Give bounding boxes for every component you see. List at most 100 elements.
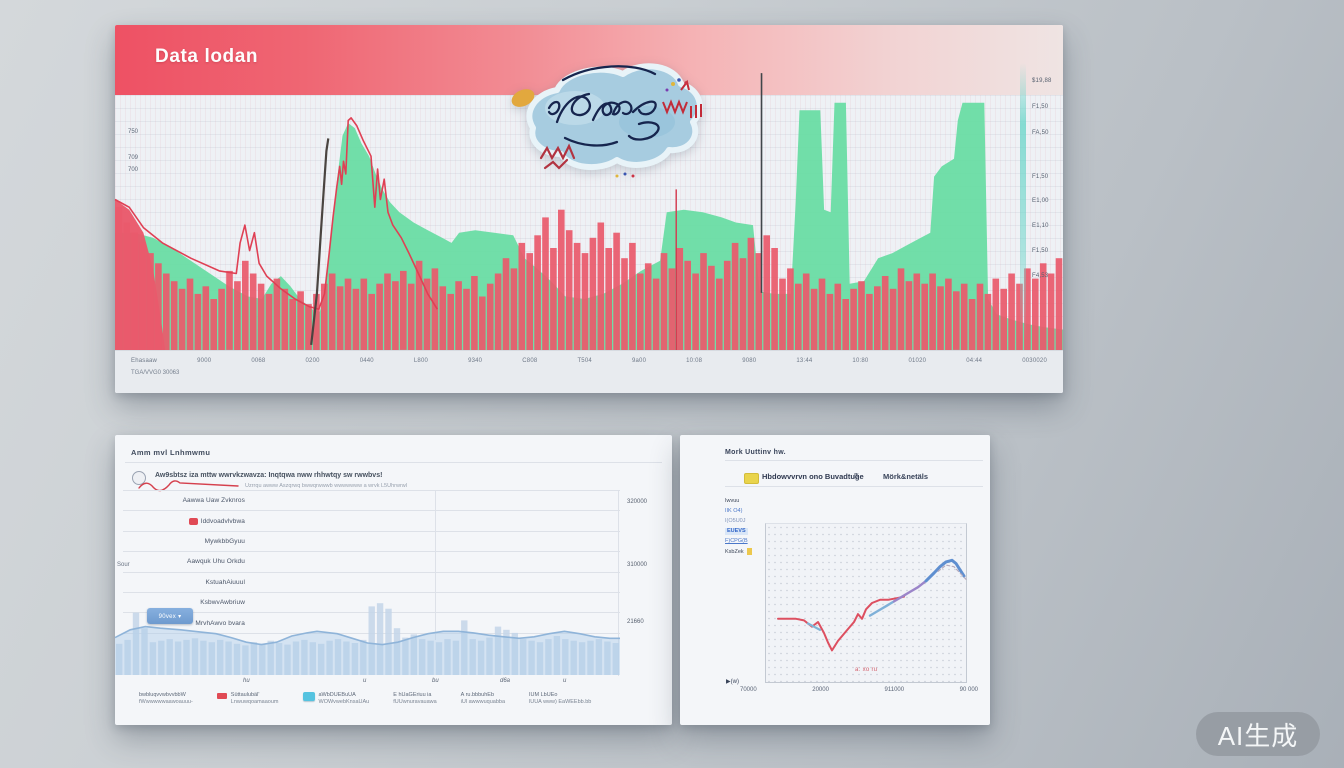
- series-label[interactable]: EUEVS: [725, 528, 748, 535]
- x-tick-label: 90 000: [959, 687, 978, 693]
- series-label-list: Iwvuu IIK O4) I(O5U0J EUEVS F)CPG(B KsbZ…: [725, 498, 770, 556]
- divider: [725, 486, 983, 487]
- trend-panel: Mork Uuttinv hw. Hbdowvvrvn ono Buvadtuğ…: [680, 435, 990, 725]
- legend-label-line2: Lnwuwqoamaaoum: [230, 699, 279, 706]
- ai-watermark-badge: AI生成: [1196, 712, 1320, 756]
- table-row[interactable]: Aawquk Uhu Orkdu: [123, 552, 620, 573]
- toolbar-right-link[interactable]: Mörk&netäls: [883, 472, 929, 481]
- main-chart-y-axis-left: 750 709 700: [128, 95, 158, 350]
- row-label: Aawwa Uaw Zvknros: [182, 497, 245, 505]
- tick-mark: u: [563, 678, 567, 684]
- notice-text: Aw9sbtsz iza mttw wwrvkzwavza: Inqtqwa n…: [155, 472, 383, 479]
- trend-chart-svg: [777, 558, 967, 652]
- legend-label-line2: fWwwwwwaawoauuu-: [139, 699, 193, 706]
- row-label: MywkbbGyuu: [204, 537, 245, 545]
- x-tick-label: 10:08: [686, 358, 703, 364]
- table-column-divider: [435, 490, 436, 640]
- table-row[interactable]: Aawwa Uaw Zvknros: [123, 491, 620, 512]
- divider: [125, 462, 662, 463]
- red-scribble-below: [539, 143, 576, 170]
- legend-label-line2: lUUA www) EaWEEbb.bb: [529, 699, 592, 706]
- x-axis-sub-label: TGA/VVG0 30063: [131, 370, 180, 376]
- axis-note: ▶(w): [726, 679, 739, 685]
- legend-label-line2: fUUwnuravauawa: [393, 699, 437, 706]
- x-tick-label: T504: [577, 358, 592, 364]
- x-tick-label: Ehasaaw: [131, 358, 158, 364]
- main-dashboard-panel: Data lodan 750 709 700 $19,88 F1,50 FA,50 F1,…: [114, 25, 1063, 393]
- legend-item[interactable]: IUM LbUEo lUUA www) EaWEEbb.bb: [529, 691, 591, 707]
- y-tick-label: F1,50: [1032, 104, 1049, 110]
- blob-patch-light: [545, 91, 605, 125]
- toolbar-count: 5: [854, 473, 858, 480]
- table-row[interactable]: Iddvoadvlvbwa: [123, 511, 620, 532]
- legend-item[interactable]: bwbluqvvwbvvbbW fWwwwwwaawoauuu-: [139, 691, 193, 707]
- main-chart-area: 750 709 700 $19,88 F1,50 FA,50 F1,50 E1,00 E1,1…: [114, 63, 1063, 351]
- row-label: Iddvoadvlvbwa: [200, 517, 245, 525]
- x-tick-label: 70000: [740, 687, 757, 693]
- panel-title: Mork Uuttinv hw.: [725, 449, 786, 456]
- x-tick-label: 0200: [305, 358, 320, 364]
- y-tick-label: $19,88: [1032, 78, 1052, 84]
- x-tick-label: C808: [522, 358, 538, 364]
- y-tick-label: 21660: [627, 619, 644, 625]
- chart-scroll-indicator[interactable]: [1020, 63, 1026, 341]
- yellow-blob: [511, 89, 535, 107]
- legend-label-line1: IUM LbUEo: [529, 692, 558, 698]
- series-label[interactable]: IIK O4): [725, 508, 743, 515]
- legend-label-line1: bwbluqvvwbvvbbW: [139, 692, 186, 698]
- tick-mark: hu: [243, 678, 250, 684]
- chart-legend: bwbluqvvwbvvbbW fWwwwwwaawoauuu- Süttaul…: [139, 691, 664, 707]
- info-circle-icon[interactable]: [132, 471, 146, 485]
- legend-item[interactable]: E hUaGEriuu ia fUUwnuravauawa: [393, 691, 436, 707]
- y-tick-label: 750: [128, 129, 139, 135]
- watermark-label: AI生成: [1217, 720, 1299, 751]
- tick-mark: d6a: [500, 678, 511, 684]
- axis-side-label: Sour: [117, 562, 130, 568]
- table-row[interactable]: MywkbbGyuu: [123, 532, 620, 553]
- x-tick-label: 20000: [812, 687, 829, 693]
- main-chart-x-axis: Ehasaaw 9000 0068 0200 0440 L800 9340 C808 T504 9…: [115, 350, 1063, 393]
- row-label: MrvhAwvo bvara: [195, 619, 245, 627]
- row-label: KstuahAiuuul: [205, 578, 245, 586]
- table-row[interactable]: KstuahAiuuul: [123, 573, 620, 593]
- legend-item[interactable]: Süttaulubäl' Lnwuwqoamaaoum: [216, 691, 279, 707]
- x-tick-label: 911000: [884, 687, 905, 693]
- row-label: Aawquk Uhu Orkdu: [187, 558, 245, 566]
- confetti-dots: [615, 78, 688, 178]
- x-tick-label: 9080: [742, 358, 757, 364]
- trend-chart-grid: [765, 523, 967, 683]
- x-tick-label: 0030020: [1022, 358, 1047, 364]
- scribble-marks: [547, 65, 660, 147]
- x-tick-label: 01020: [908, 358, 927, 364]
- folder-icon[interactable]: [744, 473, 759, 484]
- series-label[interactable]: Iwvuu: [725, 498, 740, 504]
- series-label[interactable]: F)CPG(B: [725, 538, 748, 545]
- y-tick-label: FA,50: [1032, 130, 1049, 136]
- x-tick-label: 0440: [359, 358, 374, 364]
- legend-label-line2: WOWvwebKnsaUAu: [318, 699, 370, 706]
- legend-label-line1: aWbDUEBuUA: [318, 692, 356, 698]
- toolbar-label[interactable]: Hbdowvvrvn ono Buvadtuğe: [762, 472, 864, 481]
- x-tick-label: 10:80: [852, 358, 869, 364]
- trend-x-axis: 70000 20000 911000 90 000: [740, 687, 978, 693]
- x-tick-label: 9000: [197, 358, 212, 364]
- notice-subtext: Uzrrqu awww Aszqrwq bwwqrwwwb wwwwwww a …: [245, 483, 407, 489]
- range-dropdown-badge[interactable]: 90vex ▾: [147, 608, 193, 624]
- legend-item[interactable]: A ru.bbbuhEb iUl awwwuquabba: [461, 691, 505, 707]
- panel-title: Amm mvl Lnhmwmu: [131, 448, 211, 457]
- legend-label-line1: Süttaulubäl': [230, 692, 260, 698]
- table-column-divider: [618, 490, 619, 676]
- series-label[interactable]: KsbZek: [725, 548, 770, 556]
- mini-icon: [746, 548, 752, 556]
- row-status-icon: [188, 517, 198, 525]
- divider: [725, 460, 983, 461]
- legend-label-line2: iUl awwwuquabba: [460, 699, 506, 706]
- chart-caption: a: xo ru: [855, 667, 878, 673]
- tick-mark: bu: [432, 678, 439, 684]
- legend-item[interactable]: aWbDUEBuUA WOWvwebKnsaUAu: [302, 691, 370, 707]
- sticker-blob-decoration: [511, 63, 703, 178]
- legend-label-line1: E hUaGEriuu ia: [393, 692, 432, 698]
- x-tick-label: 13:44: [796, 358, 813, 364]
- series-label[interactable]: I(O5U0J: [725, 518, 746, 525]
